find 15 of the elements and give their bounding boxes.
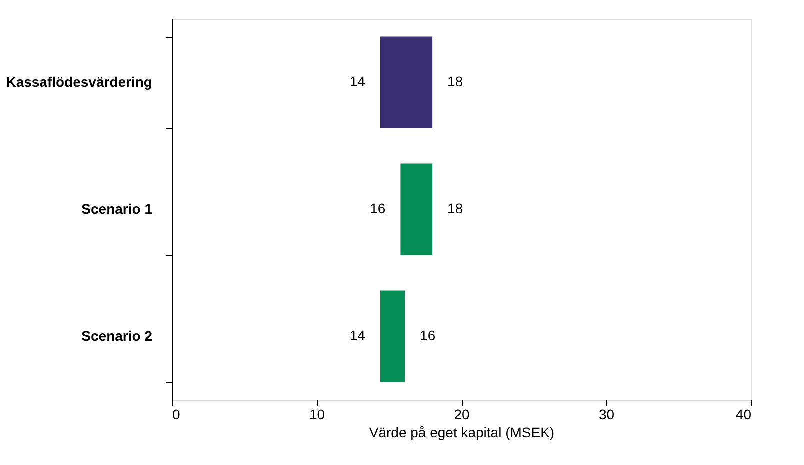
annotation: 16 [420,328,436,344]
annotation: 16 [370,200,386,216]
annotation: 14 [350,328,366,344]
y-tick-label: Kassaflödesvärdering [6,74,152,90]
x-tick-label: 20 [454,406,470,422]
x-tick-label: 0 [172,406,180,422]
y-tick-label: Scenario 2 [82,328,153,344]
x-axis-title: Värde på eget kapital (MSEK) [369,424,555,440]
y-tick-label: Scenario 1 [82,201,153,217]
annotation: 18 [448,200,464,216]
annotation: 14 [350,74,366,90]
annotation: 18 [448,74,464,90]
x-tick-label: 30 [598,406,615,422]
x-tick-label: 40 [736,406,752,422]
x-tick-label: 10 [309,406,326,422]
